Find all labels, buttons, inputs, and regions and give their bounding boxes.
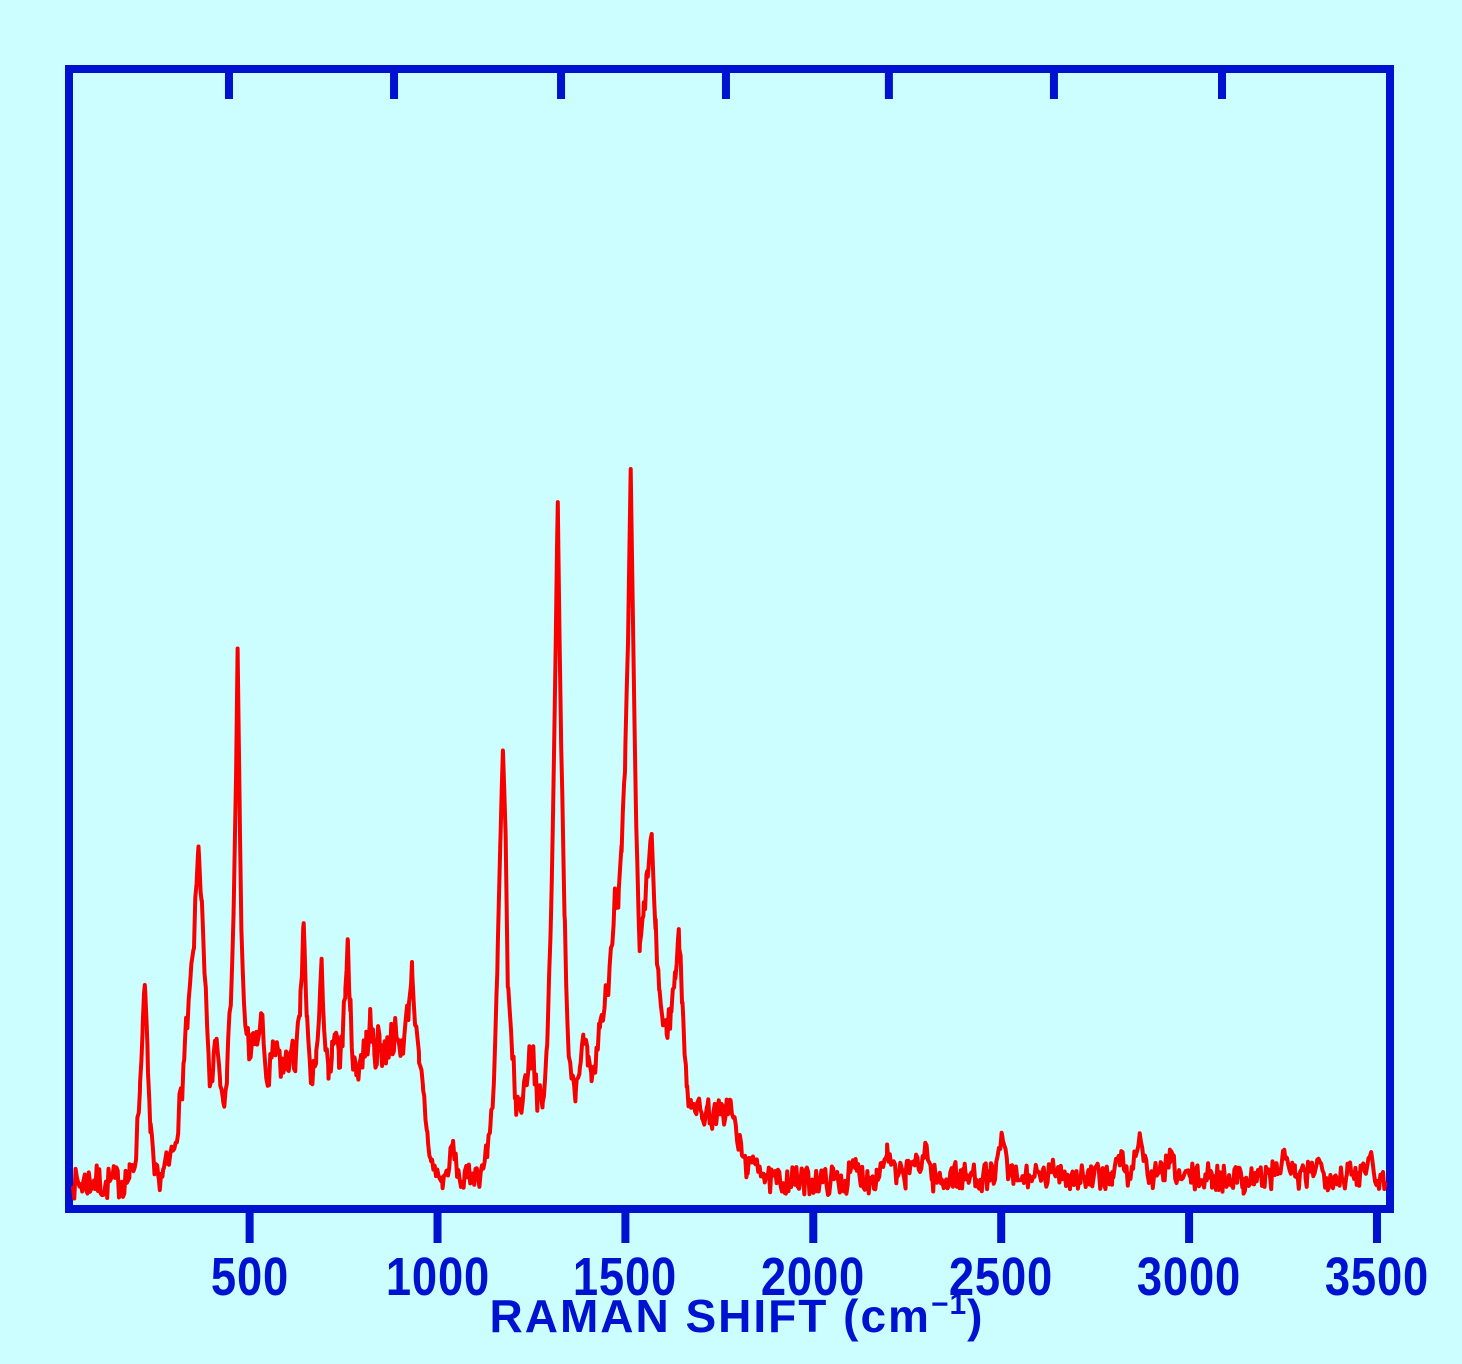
plot-border: [65, 65, 1394, 1213]
x-tick-label-1500: 1500: [573, 1247, 678, 1307]
x-tick-label-2500: 2500: [949, 1247, 1054, 1307]
x-tick-label-2000: 2000: [761, 1247, 866, 1307]
spectrum-trace: [71, 467, 1388, 1201]
x-axis-title: RAMAN SHIFT (cm−1): [490, 1288, 985, 1343]
x-tick-label-3000: 3000: [1136, 1247, 1242, 1307]
x-tick-label-500: 500: [210, 1247, 289, 1307]
x-tick-label-1000: 1000: [385, 1247, 490, 1307]
x-axis-title-text: RAMAN SHIFT (cm: [489, 1290, 931, 1342]
x-tick-label-3500: 3500: [1324, 1247, 1430, 1307]
x-axis-title-close: ): [967, 1290, 985, 1342]
x-axis-title-superscript: −1: [930, 1288, 968, 1321]
